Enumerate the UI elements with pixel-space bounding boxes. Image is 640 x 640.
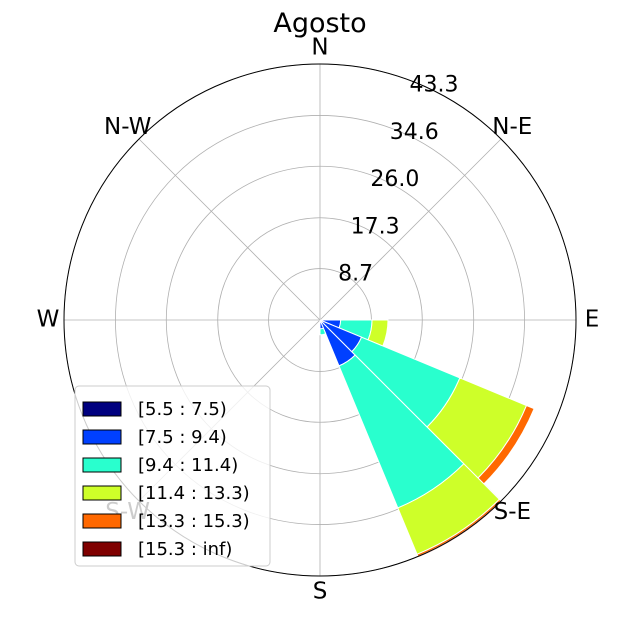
grid-spoke xyxy=(319,138,502,321)
sectors xyxy=(319,319,535,559)
radial-tick-label: 34.6 xyxy=(390,120,439,145)
legend-label: [9.4 : 11.4) xyxy=(138,455,238,476)
grid-spoke xyxy=(138,138,321,321)
legend: [5.5 : 7.5) [7.5 : 9.4) [9.4 : 11.4) [11.4 … xyxy=(74,385,271,567)
radial-tick-label: 8.7 xyxy=(338,261,373,286)
direction-label-n-e: N-E xyxy=(492,114,532,140)
legend-swatch xyxy=(82,401,122,417)
chart-title: Agosto xyxy=(273,8,366,39)
direction-label-w: W xyxy=(37,307,60,333)
legend-swatch xyxy=(82,429,122,445)
direction-label-n: N xyxy=(311,35,328,61)
radial-tick-label: 17.3 xyxy=(351,215,400,240)
legend-label: [7.5 : 9.4) xyxy=(138,427,227,448)
direction-label-e: E xyxy=(585,307,600,333)
direction-label-s: S xyxy=(313,579,328,605)
legend-box xyxy=(74,385,271,567)
direction-label-s-e: S-E xyxy=(494,499,531,525)
radial-tick-label: 26.0 xyxy=(370,167,419,192)
legend-label: [5.5 : 7.5) xyxy=(138,399,227,420)
legend-swatch xyxy=(82,457,122,473)
legend-label: [15.3 : inf) xyxy=(138,539,232,560)
legend-swatch xyxy=(82,485,122,501)
legend-swatch xyxy=(82,513,122,529)
legend-label: [11.4 : 13.3) xyxy=(138,483,250,504)
radial-tick-labels: 8.7 17.3 26.0 34.6 43.3 xyxy=(338,72,458,286)
direction-label-n-w: N-W xyxy=(104,114,151,140)
sector-bar-3-bin-2 xyxy=(319,327,327,336)
radial-tick-label: 43.3 xyxy=(409,72,458,97)
polar-frame xyxy=(63,63,577,577)
legend-swatch xyxy=(82,541,122,557)
legend-label: [13.3 : 15.3) xyxy=(138,511,250,532)
